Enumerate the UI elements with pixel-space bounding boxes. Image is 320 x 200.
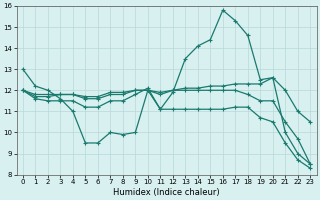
X-axis label: Humidex (Indice chaleur): Humidex (Indice chaleur) xyxy=(113,188,220,197)
